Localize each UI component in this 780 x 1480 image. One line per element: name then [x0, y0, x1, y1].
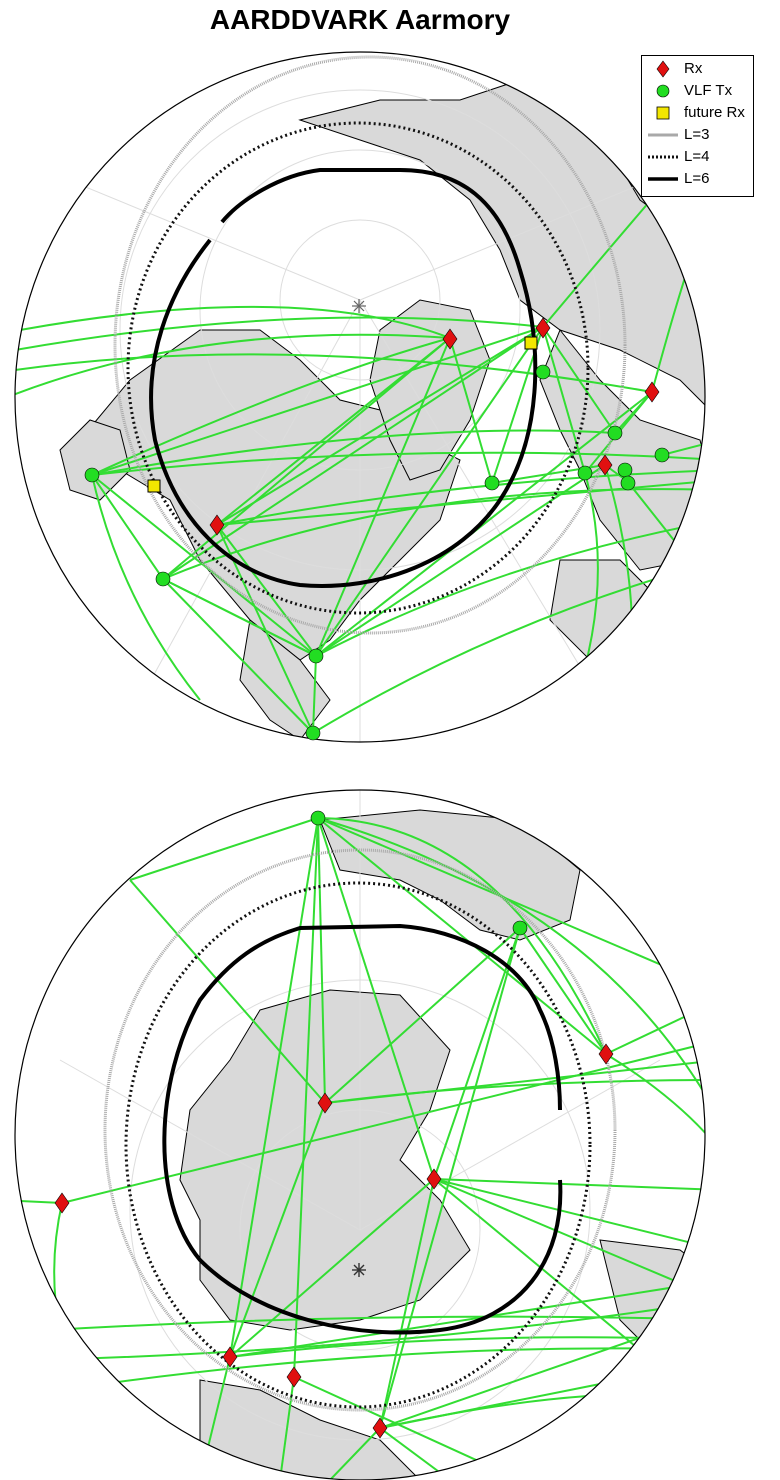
red-diamond-icon — [656, 60, 670, 78]
yellow-square-icon — [656, 106, 670, 120]
south-propagation-paths — [15, 817, 705, 1480]
vlf-tx-marker — [654, 447, 670, 463]
legend-label-vlf-tx: VLF Tx — [684, 82, 733, 99]
legend-label-rx: Rx — [684, 60, 703, 77]
vlf-tx-marker — [617, 462, 633, 478]
vlf-tx-marker — [607, 425, 623, 441]
rx-marker — [209, 514, 225, 536]
vlf-tx-marker — [305, 725, 321, 741]
south-land-south-america — [199, 1379, 422, 1480]
vlf-tx-marker — [155, 571, 171, 587]
north-vlf-tx-markers — [84, 364, 670, 741]
south-vlf-tx-markers — [310, 810, 528, 936]
legend-label-l4: L=4 — [684, 148, 710, 165]
rx-marker — [426, 1168, 442, 1190]
legend-label-l6: L=6 — [684, 170, 710, 187]
rx-marker — [597, 454, 613, 476]
legend-item-l4: L=4 — [642, 146, 753, 168]
vlf-tx-marker — [620, 475, 636, 491]
rx-marker — [372, 1417, 388, 1439]
vlf-tx-marker — [310, 810, 326, 826]
north-pole-marker — [352, 299, 366, 313]
south-l6-contour — [162, 923, 563, 1335]
vlf-tx-marker — [308, 648, 324, 664]
south-globe-outline — [14, 789, 706, 1480]
legend-label-future-rx: future Rx — [684, 104, 745, 121]
rx-marker — [54, 1192, 70, 1214]
north-hemisphere-map — [14, 51, 706, 743]
legend-item-l3: L=3 — [642, 124, 753, 146]
solid-line-icon — [648, 177, 678, 181]
south-l4-contour — [124, 881, 592, 1409]
legend-item-l6: L=6 — [642, 168, 753, 190]
rx-marker — [317, 1092, 333, 1114]
north-rx-markers — [209, 317, 660, 536]
vlf-tx-marker — [84, 467, 100, 483]
vlf-tx-marker — [577, 465, 593, 481]
legend-item-rx: Rx — [642, 58, 753, 80]
green-circle-icon — [656, 84, 670, 98]
figure-title: AARDDVARK Aarmory — [209, 4, 511, 35]
future-rx-marker — [524, 336, 538, 350]
south-graticule — [59, 790, 661, 1441]
legend-item-vlf-tx: VLF Tx — [642, 80, 753, 102]
future-rx-marker — [147, 479, 161, 493]
legend: Rx VLF Tx future Rx L=3 L=4 L=6 — [641, 55, 754, 197]
north-l6-contour — [149, 168, 538, 588]
rx-marker — [598, 1043, 614, 1065]
dotted-line-icon — [648, 155, 678, 159]
north-l3-contour — [113, 55, 627, 635]
south-l3-contour — [103, 848, 617, 1412]
rx-marker — [644, 381, 660, 403]
vlf-tx-marker — [484, 475, 500, 491]
rx-marker — [222, 1346, 238, 1368]
south-rx-markers — [54, 1043, 614, 1439]
rx-marker — [286, 1366, 302, 1388]
south-hemisphere-map — [14, 789, 706, 1480]
rx-marker — [535, 317, 551, 339]
north-globe-outline — [14, 51, 706, 743]
south-pole-marker — [352, 1263, 366, 1277]
north-l4-contour — [126, 121, 590, 615]
rx-marker — [442, 328, 458, 350]
legend-label-l3: L=3 — [684, 126, 710, 143]
south-land-antarctica — [179, 989, 471, 1331]
legend-item-future-rx: future Rx — [642, 102, 753, 124]
vlf-tx-marker — [535, 364, 551, 380]
vlf-tx-marker — [512, 920, 528, 936]
gray-line-icon — [648, 133, 678, 137]
